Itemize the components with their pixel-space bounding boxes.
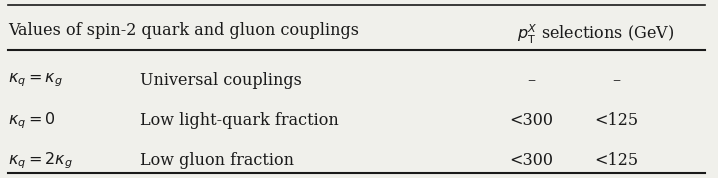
Text: Low light-quark fraction: Low light-quark fraction — [140, 112, 339, 129]
Text: Values of spin-2 quark and gluon couplings: Values of spin-2 quark and gluon couplin… — [9, 22, 360, 39]
Text: Low gluon fraction: Low gluon fraction — [140, 152, 294, 169]
Text: –: – — [612, 72, 620, 89]
Text: Universal couplings: Universal couplings — [140, 72, 302, 89]
Text: <125: <125 — [595, 152, 638, 169]
Text: $\kappa_q = 2\kappa_g$: $\kappa_q = 2\kappa_g$ — [9, 151, 73, 171]
Text: <300: <300 — [509, 152, 553, 169]
Text: –: – — [527, 72, 535, 89]
Text: $\kappa_q = 0$: $\kappa_q = 0$ — [9, 110, 56, 131]
Text: <300: <300 — [509, 112, 553, 129]
Text: <125: <125 — [595, 112, 638, 129]
Text: $p_\mathrm{T}^{X}$ selections (GeV): $p_\mathrm{T}^{X}$ selections (GeV) — [517, 22, 674, 46]
Text: $\kappa_q = \kappa_g$: $\kappa_q = \kappa_g$ — [9, 71, 63, 89]
